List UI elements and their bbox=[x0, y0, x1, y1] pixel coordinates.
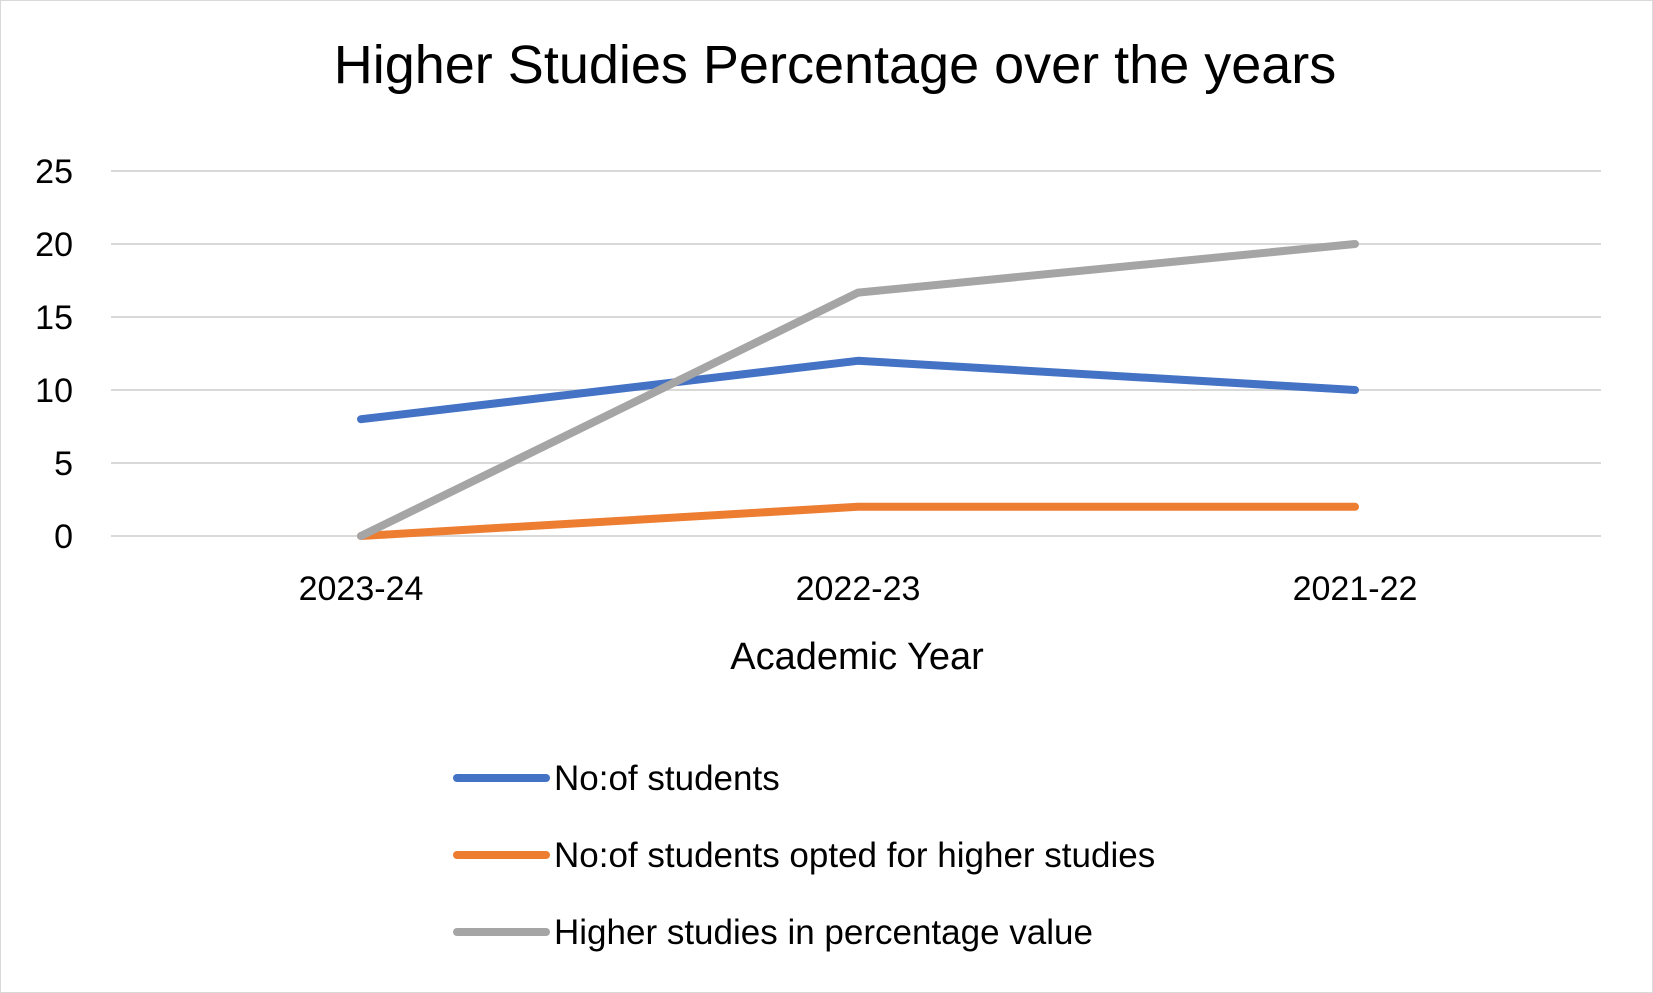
y-tick-label: 5 bbox=[54, 445, 73, 483]
chart-title: Higher Studies Percentage over the years bbox=[334, 35, 1337, 95]
legend: No:of students No:of students opted for h… bbox=[453, 759, 1155, 952]
series-lines bbox=[357, 240, 1359, 540]
legend-item: No:of students opted for higher studies bbox=[453, 836, 1155, 875]
legend-label: No:of students opted for higher studies bbox=[554, 836, 1155, 875]
y-tick-label: 20 bbox=[35, 226, 73, 264]
x-tick-label: 2023-24 bbox=[299, 570, 424, 608]
y-tick-label: 25 bbox=[35, 153, 73, 191]
x-axis-tick-labels: 2023-24 2022-23 2021-22 bbox=[299, 570, 1418, 608]
x-axis-title: Academic Year bbox=[730, 636, 984, 678]
x-tick-label: 2022-23 bbox=[796, 570, 921, 608]
y-tick-label: 0 bbox=[54, 518, 73, 556]
legend-label: No:of students bbox=[554, 759, 780, 798]
y-axis-tick-labels: 0 5 10 15 20 25 bbox=[35, 153, 73, 556]
legend-item: No:of students bbox=[453, 759, 780, 798]
y-tick-label: 15 bbox=[35, 299, 73, 337]
legend-item: Higher studies in percentage value bbox=[453, 913, 1093, 952]
x-tick-label: 2021-22 bbox=[1293, 570, 1418, 608]
y-tick-label: 10 bbox=[35, 372, 73, 410]
gridlines bbox=[111, 170, 1601, 537]
series-line-2 bbox=[357, 502, 1359, 540]
legend-label: Higher studies in percentage value bbox=[554, 913, 1093, 952]
